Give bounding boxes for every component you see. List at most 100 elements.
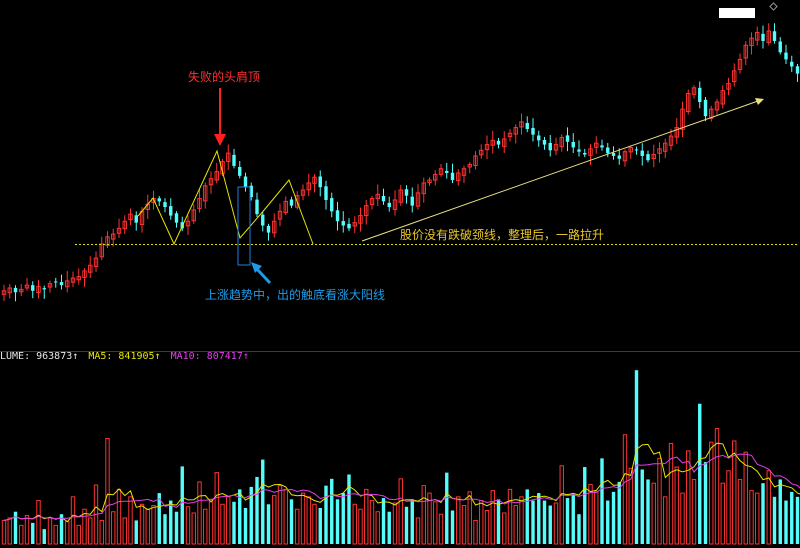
volume-bar-up	[726, 470, 731, 545]
volume-bar-up	[306, 496, 311, 545]
candle-body-down	[318, 176, 322, 188]
candle-body-down	[381, 195, 386, 202]
candle-body-up	[203, 185, 208, 202]
candle-body-down	[548, 142, 552, 151]
candle-body-down	[445, 170, 449, 173]
volume-bar-up	[427, 492, 432, 545]
volume-bar-up	[553, 502, 559, 545]
candle-body-down	[324, 186, 328, 200]
candle-body-up	[433, 173, 438, 181]
candle-body-up	[185, 220, 191, 227]
candle-body-down	[232, 154, 236, 166]
candle-body-up	[737, 58, 743, 71]
volume-bar-down	[617, 481, 621, 544]
volume-bar-down	[548, 505, 552, 544]
candle-body-up	[421, 182, 426, 195]
volume-bar-up	[1, 519, 7, 545]
head-arrow-head	[214, 134, 226, 146]
candle-body-up	[766, 30, 771, 43]
volume-bar-up	[513, 505, 518, 545]
volume-bar-up	[145, 508, 150, 545]
candle-body-down	[450, 172, 455, 181]
bottom-touch-box	[237, 186, 251, 266]
volume-bar-down	[387, 511, 391, 544]
volume-bar-up	[398, 478, 403, 545]
candle-body-down	[387, 202, 391, 208]
volume-bar-down	[232, 501, 236, 544]
candle-body-up	[272, 220, 277, 234]
volume-bar-up	[277, 485, 283, 545]
volume-bar-down	[243, 508, 248, 544]
volume-bar-down	[174, 511, 179, 544]
candle-body-up	[680, 108, 685, 130]
volume-bar-down	[341, 493, 345, 544]
volume-bar-up	[484, 509, 490, 545]
candle-body-down	[134, 215, 138, 223]
volume-bar-up	[191, 512, 196, 545]
candle-body-up	[484, 144, 490, 151]
volume-bar-up	[749, 490, 754, 545]
candle-body-down	[266, 225, 271, 233]
volume-bar-up	[691, 478, 697, 545]
head-shoulders-outline	[137, 149, 314, 246]
bottom-touch-arrow-shaft	[254, 266, 272, 285]
candle-body-up	[686, 92, 691, 113]
volume-bar-up	[300, 492, 306, 545]
volume-bar-down	[606, 500, 610, 544]
candle-body-down	[169, 206, 173, 216]
candle-body-up	[479, 149, 484, 156]
volume-bar-down	[795, 496, 800, 544]
volume-bar-down	[542, 500, 547, 544]
volume-bar-up	[203, 508, 208, 545]
volume-bar-down	[381, 498, 386, 544]
volume-bar-up	[743, 451, 748, 545]
volume-bar-up	[473, 519, 478, 545]
volume-bar-up	[197, 481, 202, 545]
volume-bar-up	[214, 472, 219, 545]
volume-bar-up	[732, 440, 737, 545]
high-marker	[719, 8, 755, 18]
volume-bar-down	[238, 489, 242, 544]
volume-bar-up	[283, 488, 288, 545]
trend-arrow-head	[755, 98, 764, 105]
candle-body-down	[537, 135, 541, 141]
volume-bar-up	[105, 437, 110, 545]
candle-body-down	[157, 198, 161, 202]
volume-bar-down	[577, 514, 581, 544]
candle-body-up	[651, 154, 656, 160]
volume-bar-up	[519, 496, 524, 545]
candle-body-up	[122, 220, 127, 230]
volume-bar-down	[571, 494, 575, 544]
volume-bar-down	[31, 522, 35, 544]
candle-body-up	[415, 192, 421, 207]
volume-bar-down	[537, 493, 541, 544]
volume-bar-up	[479, 500, 484, 545]
volume-bar-up	[622, 434, 628, 545]
candle-body-down	[289, 199, 294, 206]
bottom-touch-arrow-head	[251, 262, 262, 273]
candle-body-down	[565, 135, 570, 142]
candle-body-up	[674, 127, 679, 138]
candle-body-up	[70, 277, 76, 283]
volume-bar-up	[111, 511, 116, 545]
volume-bar-up	[502, 512, 507, 545]
candle-body-down	[42, 288, 46, 290]
volume-bar-up	[47, 517, 53, 545]
candle-body-down	[249, 185, 253, 198]
volume-bar-up	[295, 508, 300, 545]
volume-bar-up	[220, 503, 225, 545]
volume-bar-up	[99, 519, 104, 545]
candle-body-down	[617, 155, 621, 159]
candle-body-up	[473, 155, 478, 167]
candle-body-up	[743, 44, 748, 59]
candle-body-up	[456, 172, 461, 182]
volume-bar-up	[53, 524, 58, 545]
volume-bar-down	[525, 489, 529, 544]
volume-bar-up	[737, 478, 743, 545]
candle-body-down	[243, 176, 248, 188]
volume-bar-up	[657, 457, 662, 545]
candle-body-down	[347, 223, 351, 229]
volume-bar-up	[139, 503, 145, 545]
candle-body-up	[19, 288, 24, 293]
candle-body-down	[790, 61, 794, 67]
